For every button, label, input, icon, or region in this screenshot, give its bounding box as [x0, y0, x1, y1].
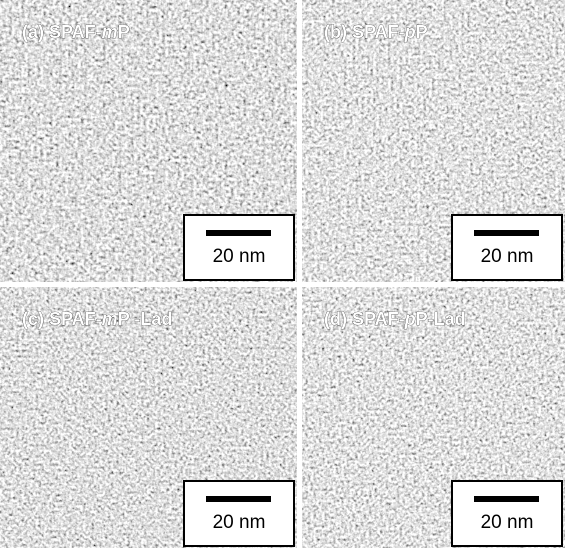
scale-box — [451, 480, 563, 547]
label-part: P -Lad — [118, 309, 173, 329]
panel-label: (b) SPAF-pP — [324, 22, 428, 42]
scale-box — [183, 480, 295, 547]
label-part: p — [404, 22, 416, 42]
scale-bar — [206, 496, 271, 502]
panel-label: (a) SPAF-mP — [22, 22, 130, 42]
panel: (b) SPAF-pP 20 nm — [302, 0, 565, 282]
panel-label: (d) SPAF-pP-Lad — [324, 309, 466, 329]
panel: (a) SPAF-mP 20 nm — [0, 0, 297, 282]
scale-label: 20 nm — [481, 512, 534, 533]
panel-label: (c) SPAF-mP -Lad — [22, 309, 172, 329]
label-part: (b) SPAF- — [324, 22, 405, 42]
label-part: m — [102, 309, 118, 329]
label-part: p — [404, 309, 416, 329]
label-part: (d) SPAF- — [324, 309, 405, 329]
panel: (c) SPAF-mP -Lad 20 nm — [0, 287, 297, 548]
scale-box — [183, 214, 295, 281]
scale-bar — [474, 496, 539, 502]
scale-box — [451, 214, 563, 281]
label-part: P — [118, 22, 130, 42]
scale-bar — [206, 230, 271, 236]
label-part: (a) SPAF- — [22, 22, 102, 42]
scale-label: 20 nm — [481, 246, 534, 267]
label-part: P-Lad — [416, 309, 466, 329]
scale-bar — [474, 230, 539, 236]
label-part: (c) SPAF- — [22, 309, 102, 329]
panel: (d) SPAF-pP-Lad 20 nm — [302, 287, 565, 548]
scale-label: 20 nm — [213, 512, 266, 533]
label-part: m — [102, 22, 118, 42]
label-part: P — [416, 22, 428, 42]
scale-label: 20 nm — [213, 246, 266, 267]
